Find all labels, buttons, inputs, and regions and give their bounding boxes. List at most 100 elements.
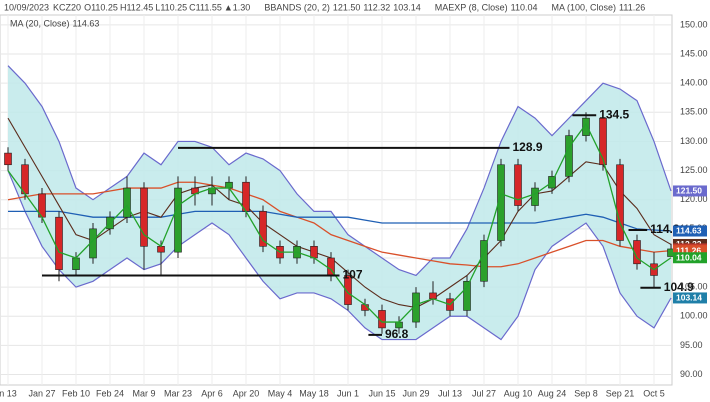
level-label: 96.8 <box>385 327 409 341</box>
legend-name: MA (20, Close) <box>10 18 70 28</box>
plot: 128.9 107 96.8 134.5 114.8 104.9 <box>4 65 694 341</box>
x-tick-label: Jun 29 <box>402 388 429 398</box>
candle-body <box>123 187 131 218</box>
ohlc-key: L <box>155 2 160 12</box>
header: 10/09/2023 KCZ20 O 110.25 H 112.45 L 110.25 C 111… <box>4 2 645 28</box>
price-badge <box>673 292 707 304</box>
x-tick-label: n 13 <box>0 388 17 398</box>
x-tick-label: Apr 6 <box>201 388 223 398</box>
candle-body <box>4 152 12 166</box>
y-tick-label: 105.00 <box>680 281 708 291</box>
candle-body <box>497 164 505 241</box>
level-label: 114.8 <box>650 222 680 236</box>
ohlc-key: C <box>189 2 196 12</box>
x-tick-label: Oct 5 <box>643 388 665 398</box>
header-date: 10/09/2023 <box>4 2 49 12</box>
x-tick-label: Jul 13 <box>438 388 462 398</box>
candle-body <box>565 135 573 177</box>
candle-body <box>174 187 182 253</box>
x-tick-label: May 4 <box>268 388 293 398</box>
price-badge <box>673 185 707 197</box>
candle-body <box>463 280 471 311</box>
x-tick-label: Mar 23 <box>164 388 192 398</box>
band-fill <box>8 65 671 340</box>
legend-value: 110.04 <box>511 2 538 12</box>
ohlc-key: O <box>84 2 91 12</box>
candle-body <box>55 216 63 270</box>
x-tick-label: Aug 10 <box>504 388 533 398</box>
candle-body <box>310 246 318 259</box>
candle-body <box>599 117 607 166</box>
price-badge-label: 110.04 <box>676 252 702 262</box>
price-badge-label: 121.50 <box>676 186 702 196</box>
candle-body <box>259 211 267 247</box>
x-tick-label: Jun 1 <box>337 388 359 398</box>
candle-body <box>140 187 148 247</box>
ma-line <box>7 181 672 268</box>
candle-body <box>514 164 522 206</box>
ohlc-key: H <box>120 2 127 12</box>
x-tick-label: Mar 9 <box>132 388 155 398</box>
candle-body <box>582 117 590 136</box>
price-badge <box>673 252 707 264</box>
legend-value: 103.14 <box>393 2 421 12</box>
price-badge <box>673 225 707 237</box>
x-tick-label: Sep 21 <box>606 388 635 398</box>
y-tick-label: 120.00 <box>680 194 708 204</box>
price-badge-label: 103.14 <box>676 293 702 303</box>
x-tick-label: Jan 27 <box>28 388 55 398</box>
x-tick-label: May 18 <box>299 388 329 398</box>
ohlc-value: 111.55 <box>196 2 222 12</box>
y-tick-label: 135.00 <box>680 107 708 117</box>
band-lower <box>7 170 672 341</box>
y-tick-label: 125.00 <box>680 165 708 175</box>
legend-value: 112.32 <box>363 2 390 12</box>
y-tick-label: 90.00 <box>680 369 703 379</box>
x-tick-label: Sep 8 <box>574 388 598 398</box>
candle-body <box>429 292 437 300</box>
header-symbol: KCZ20 <box>53 2 81 12</box>
y-tick-label: 145.00 <box>680 48 708 58</box>
ohlc-value: 112.45 <box>126 2 153 12</box>
ema-line <box>7 122 672 323</box>
x-tick-label: Jul 27 <box>472 388 496 398</box>
x-tick-label: Aug 24 <box>538 388 567 398</box>
y-tick-label: 150.00 <box>680 19 708 29</box>
y-tick-label: 130.00 <box>680 136 708 146</box>
candle-body <box>344 275 352 305</box>
level-label: 134.5 <box>599 107 629 121</box>
y-tick-label: 100.00 <box>680 311 708 321</box>
y-tick-label: 95.00 <box>680 340 703 350</box>
price-badge-label: 111.26 <box>676 245 701 255</box>
candle-body <box>616 164 624 241</box>
price-badge-label: 114.63 <box>676 226 702 236</box>
legend-name: BBANDS (20, 2) <box>264 2 330 12</box>
ma-line <box>8 210 672 232</box>
band-middle <box>7 117 672 309</box>
x-tick-label: Apr 20 <box>233 388 260 398</box>
ohlc-value: 110.25 <box>160 2 187 12</box>
legend-value: 111.26 <box>619 2 645 12</box>
legend-name: MA (100, Close) <box>551 2 616 12</box>
level-label: 107 <box>343 268 363 282</box>
candle-body <box>225 181 233 189</box>
level-label: 128.9 <box>513 140 543 154</box>
axis: 90.0095.00100.00105.00110.00115.00120.00… <box>0 19 708 398</box>
x-tick-label: Feb 24 <box>96 388 124 398</box>
candle-body <box>157 246 165 253</box>
legend-value: 121.50 <box>333 2 361 12</box>
x-tick-label: Jun 15 <box>368 388 395 398</box>
legend-name: MAEXP (8, Close) <box>435 2 508 12</box>
legend-value: 114.63 <box>73 18 100 28</box>
price-badge <box>673 245 707 257</box>
candle-body <box>480 240 488 282</box>
candle-body <box>531 187 539 206</box>
candle-body <box>72 257 80 270</box>
level-label: 104.9 <box>664 280 694 294</box>
ohlc-value: 110.25 <box>91 2 118 12</box>
band-upper <box>7 65 672 277</box>
header-change: ▲1.30 <box>224 2 250 12</box>
x-tick-label: Feb 10 <box>62 388 90 398</box>
y-tick-label: 140.00 <box>680 78 708 88</box>
